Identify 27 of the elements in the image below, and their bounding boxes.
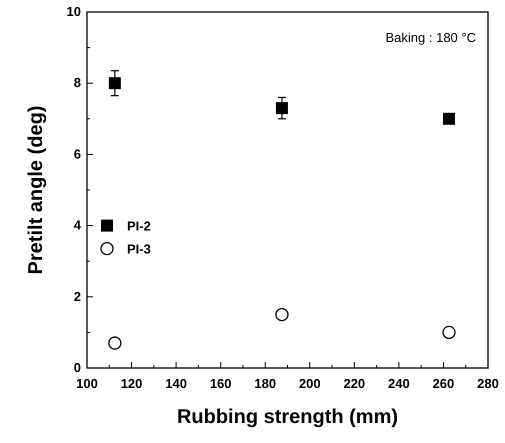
y-tick-label: 8 [74,75,81,90]
x-tick-label: 280 [477,376,499,391]
x-tick-label: 100 [76,376,98,391]
x-tick-label: 160 [210,376,232,391]
legend-label: PI-2 [127,218,151,234]
x-tick-label: 120 [120,376,142,391]
y-tick-label: 6 [74,146,81,162]
x-tick-label: 220 [343,376,366,391]
point [108,336,122,350]
y-tick-label: 0 [74,360,81,375]
point [443,112,456,125]
x-tick-label: 240 [388,376,410,391]
x-tick-label: 260 [432,376,454,391]
y-tick-label: 2 [74,288,81,304]
legend-label: PI-3 [127,242,151,257]
x-tick-label: 180 [254,376,276,391]
point [276,102,288,114]
point [108,77,121,90]
y-tick-label: 4 [74,218,82,233]
x-axis-title: Rubbing strength (mm) [176,406,398,428]
y-axis-title: Pretilt angle (deg) [25,106,47,274]
point [442,326,456,340]
x-tick-label: 140 [165,376,187,391]
point [275,308,289,322]
x-tick-label: 200 [298,376,321,391]
y-tick-label: 10 [66,4,81,19]
annotation: Baking : 180 °C [386,30,476,45]
